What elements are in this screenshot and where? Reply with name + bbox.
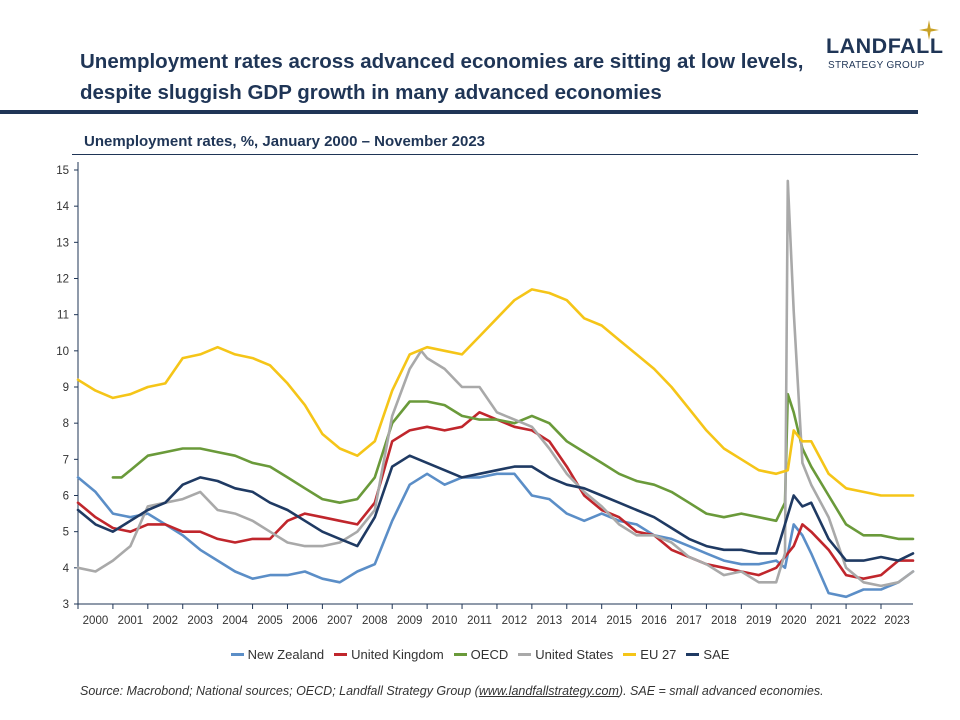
x-tick-label: 2009 <box>397 615 423 627</box>
x-tick-label: 2012 <box>502 615 528 627</box>
star-icon <box>919 20 939 40</box>
y-tick-label: 8 <box>63 418 69 430</box>
legend-swatch <box>230 653 244 656</box>
x-tick-label: 2007 <box>327 615 353 627</box>
legend-swatch <box>623 653 637 656</box>
y-tick-label: 12 <box>56 274 69 286</box>
y-tick-label: 13 <box>56 237 69 249</box>
legend-label: EU 27 <box>640 647 677 662</box>
x-tick-label: 2004 <box>222 615 248 627</box>
x-tick-label: 2002 <box>152 615 178 627</box>
logo-wordmark: LANDFALL <box>826 34 944 58</box>
y-tick-label: 7 <box>63 454 69 466</box>
x-tick-label: 2011 <box>467 615 492 627</box>
source-prefix: Source: Macrobond; National sources; OEC… <box>80 684 479 698</box>
y-tick-label: 6 <box>63 491 69 503</box>
series-line-oecd <box>111 392 915 541</box>
x-tick-label: 2003 <box>187 615 213 627</box>
series-line-united-states <box>76 179 915 588</box>
y-tick-label: 5 <box>63 527 69 539</box>
y-tick-label: 10 <box>56 346 69 358</box>
x-tick-label: 2014 <box>571 615 597 627</box>
legend-swatch <box>518 653 532 656</box>
legend-label: SAE <box>703 647 730 662</box>
legend-item: OECD <box>453 647 509 662</box>
legend-swatch <box>686 653 700 656</box>
source-link[interactable]: www.landfallstrategy.com <box>478 684 619 698</box>
legend-label: OECD <box>470 647 509 662</box>
y-tick-label: 11 <box>57 310 69 322</box>
y-tick-label: 14 <box>56 201 69 213</box>
legend-swatch <box>334 653 348 656</box>
headline: Unemployment rates across advanced econo… <box>80 46 820 108</box>
x-tick-label: 2020 <box>781 615 807 627</box>
x-tick-label: 2010 <box>432 615 458 627</box>
y-tick-label: 4 <box>63 563 70 575</box>
y-tick-label: 9 <box>63 382 69 394</box>
legend-item: United States <box>518 647 613 662</box>
x-tick-label: 2006 <box>292 615 318 627</box>
unemployment-line-chart: 3 4 5 6 7 8 9 10 11 12 13 14 15 2000 2001 2002 2003 2004 2… <box>56 162 915 627</box>
y-tick-label: 15 <box>56 165 69 177</box>
x-tick-label: 2008 <box>362 615 388 627</box>
chart-title: Unemployment rates, %, January 2000 – No… <box>84 133 486 150</box>
x-tick-label: 2022 <box>851 615 877 627</box>
landfall-logo: LANDFALL STRATEGY GROUP <box>826 20 946 82</box>
header-divider <box>0 110 918 114</box>
x-tick-label: 2017 <box>676 615 702 627</box>
series-line-eu-27 <box>76 288 915 497</box>
legend-item: United Kingdom <box>334 647 444 662</box>
x-tick-label: 2013 <box>537 615 563 627</box>
x-tick-label: 2018 <box>711 615 737 627</box>
x-tick-label: 2000 <box>83 615 109 627</box>
x-tick-label: 2016 <box>641 615 667 627</box>
source-suffix: ). SAE = small advanced economies. <box>618 684 824 698</box>
logo-tagline: STRATEGY GROUP <box>828 60 925 71</box>
x-tick-label: 2015 <box>606 615 632 627</box>
series-line-sae <box>76 454 915 562</box>
headline-line-1: Unemployment rates across advanced econo… <box>80 50 804 73</box>
chart-legend: New Zealand United Kingdom OECD United Stat… <box>0 647 960 662</box>
y-tick-label: 3 <box>63 599 69 611</box>
source-note: Source: Macrobond; National sources; OEC… <box>80 684 824 698</box>
legend-swatch <box>453 653 467 656</box>
series-line-new-zealand <box>76 472 915 599</box>
x-tick-label: 2005 <box>257 615 283 627</box>
legend-label: United States <box>535 647 614 662</box>
headline-line-2: despite sluggish GDP growth in many adva… <box>80 81 662 104</box>
x-tick-label: 2001 <box>118 615 144 627</box>
x-tick-label: 2023 <box>884 615 910 627</box>
x-tick-label: 2021 <box>816 615 842 627</box>
legend-item: SAE <box>686 647 729 662</box>
chart-title-divider <box>72 154 918 155</box>
legend-item: EU 27 <box>623 647 676 662</box>
x-tick-label: 2019 <box>746 615 772 627</box>
series-line-united-kingdom <box>76 411 915 580</box>
legend-label: New Zealand <box>247 647 325 662</box>
legend-label: United Kingdom <box>351 647 444 662</box>
legend-item: New Zealand <box>230 647 325 662</box>
